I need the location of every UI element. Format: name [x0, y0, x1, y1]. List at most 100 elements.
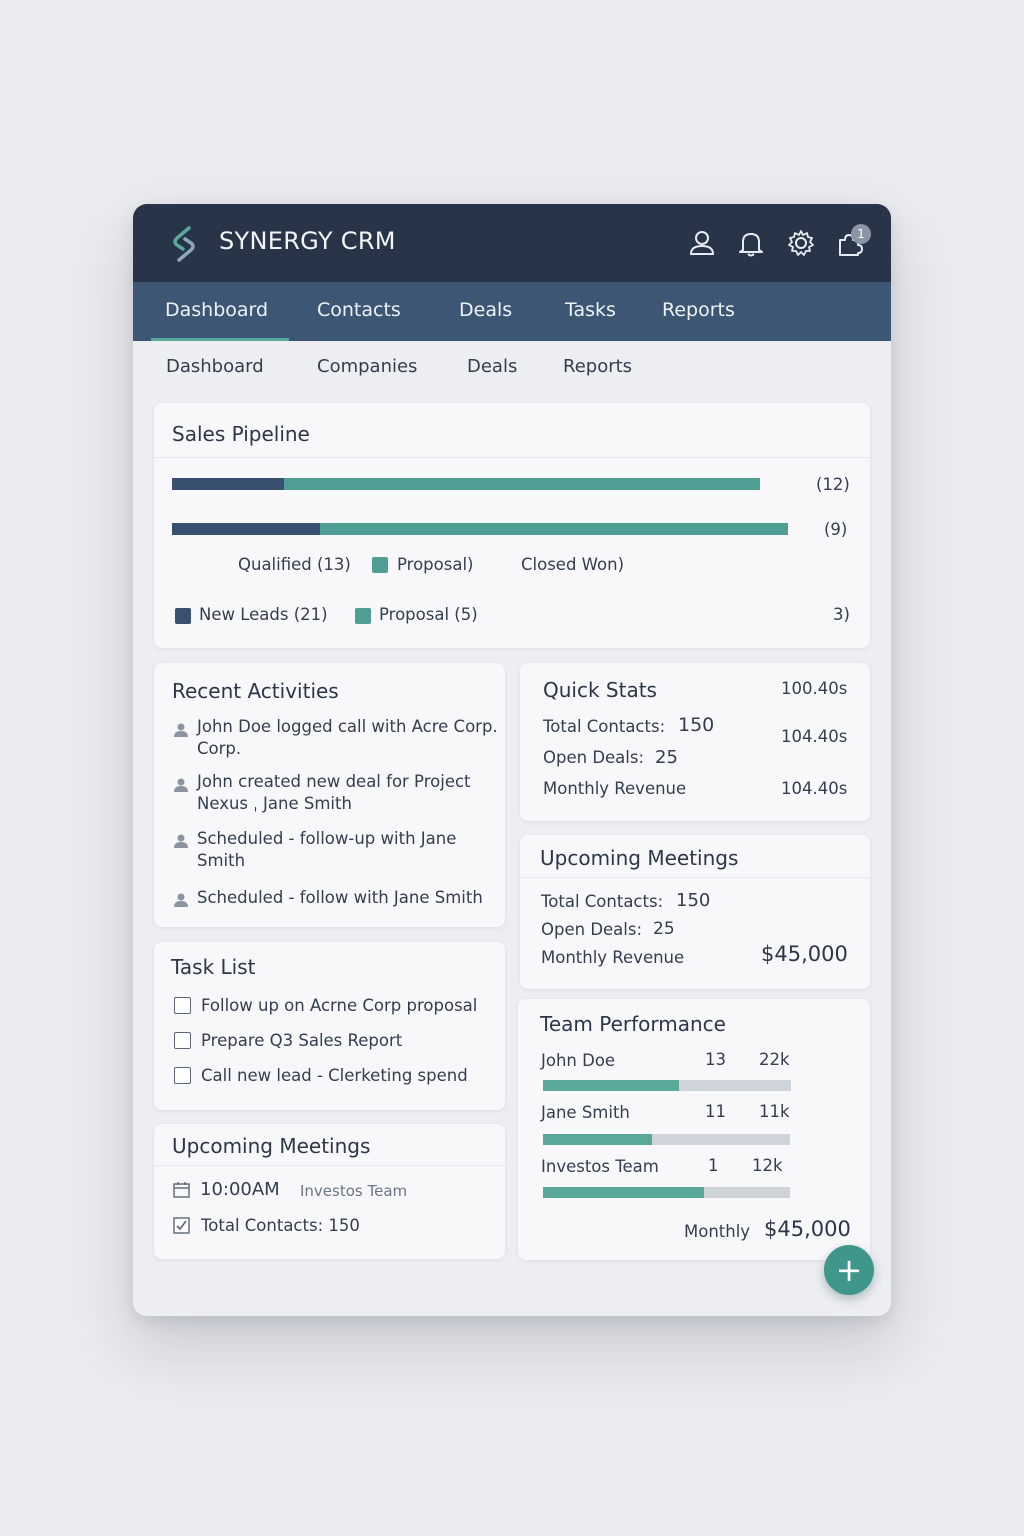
member-1-amount: 22k: [759, 1050, 790, 1069]
card-title: Recent Activities: [172, 679, 339, 703]
pipeline-bar-2-lead-segment: [172, 523, 320, 535]
meetings-total-contacts-value: 150: [676, 890, 711, 911]
activity-1-text-cont: Corp.: [197, 739, 242, 758]
activity-2-text[interactable]: John created new deal for Project: [197, 772, 471, 791]
tab-contacts[interactable]: Contacts: [317, 299, 401, 321]
member-2-progress-fill: [543, 1134, 652, 1145]
activity-1-text[interactable]: John Doe logged call with Acre Corp.: [197, 717, 498, 736]
member-2-deals: 11: [705, 1102, 726, 1121]
task-1-checkbox[interactable]: [174, 997, 191, 1014]
quick-stats-header-value: 100.40s: [781, 679, 848, 698]
activity-4-text[interactable]: Scheduled - follow with Jane Smith: [197, 888, 483, 907]
member-2-progress-track: [543, 1134, 790, 1145]
stat-open-deals-label: Open Deals:: [543, 748, 645, 767]
stat-total-contacts-label: Total Contacts:: [543, 717, 666, 736]
calendar-icon: [173, 1182, 190, 1198]
team-performance-card: Team Performance John Doe 13 22k Jane Sm…: [518, 999, 870, 1260]
pipeline-bar-2-count: (9): [824, 520, 848, 539]
card-title: Upcoming Meetings: [540, 846, 739, 870]
member-1-name[interactable]: John Doe: [541, 1051, 616, 1070]
tab-dashboard[interactable]: Dashboard: [165, 299, 269, 321]
pipeline-bar-1-count: (12): [816, 475, 850, 494]
member-2-amount: 11k: [759, 1102, 790, 1121]
user-avatar-icon: [174, 834, 188, 848]
task-list-card: Task List Follow up on Acrne Corp propos…: [154, 942, 505, 1110]
meeting-name: Investos Team: [300, 1182, 408, 1200]
tab-tasks[interactable]: Tasks: [565, 299, 616, 321]
meetings-monthly-revenue-value: $45,000: [761, 942, 848, 966]
tab-reports[interactable]: Reports: [662, 299, 735, 321]
legend-swatch-proposal: [372, 557, 388, 573]
card-title: Task List: [171, 955, 256, 979]
member-3-name[interactable]: Investos Team: [541, 1157, 659, 1176]
user-avatar-icon: [174, 723, 188, 737]
pipeline-bar-2[interactable]: [172, 523, 788, 535]
meetings-total-contacts-label: Total Contacts:: [541, 892, 664, 911]
divider: [154, 1165, 505, 1166]
legend-proposal: Proposal): [397, 555, 474, 574]
card-title: Upcoming Meetings: [172, 1134, 371, 1158]
legend-qualified: Qualified (13): [238, 555, 351, 574]
user-avatar-icon: [174, 778, 188, 792]
member-1-progress-fill: [543, 1080, 679, 1091]
team-footer-label: Monthly: [684, 1222, 751, 1241]
stat-total-contacts-right: 104.40s: [781, 727, 848, 746]
recent-activities-card: Recent Activities John Doe logged call w…: [154, 663, 505, 927]
active-tab-indicator: [151, 338, 289, 341]
sales-pipeline-card: Sales Pipeline (12) (9) Qualified (13) P…: [154, 403, 870, 648]
bell-icon[interactable]: [736, 228, 766, 258]
member-3-deals: 1: [708, 1156, 719, 1175]
legend-swatch-new-leads: [175, 608, 191, 624]
app-title: SYNERGY CRM: [219, 227, 396, 255]
member-3-progress-fill: [543, 1187, 704, 1198]
activity-3-text-cont: Smith: [197, 851, 246, 870]
tab-deals[interactable]: Deals: [459, 299, 513, 321]
card-title: Team Performance: [540, 1012, 726, 1036]
divider: [154, 457, 870, 458]
pipeline-bar-1-lead-segment: [172, 478, 284, 490]
activity-2-text-cont: Nexus ˌ Jane Smith: [197, 794, 352, 813]
task-3-label[interactable]: Call new lead - Clerketing spend: [201, 1066, 468, 1085]
subnav-deals[interactable]: Deals: [467, 356, 518, 377]
meeting-summary: Total Contacts: 150: [201, 1216, 360, 1235]
member-3-amount: 12k: [752, 1156, 783, 1175]
upcoming-meetings-stats-card: Upcoming Meetings Total Contacts: 150 Op…: [520, 835, 870, 989]
stat-open-deals-value: 25: [655, 747, 678, 768]
member-2-name[interactable]: Jane Smith: [541, 1103, 630, 1122]
task-2-label[interactable]: Prepare Q3 Sales Report: [201, 1031, 403, 1050]
stat-monthly-revenue-label: Monthly Revenue: [543, 779, 687, 798]
task-3-checkbox[interactable]: [174, 1067, 191, 1084]
user-profile-icon[interactable]: [687, 228, 717, 258]
meetings-open-deals-label: Open Deals:: [541, 920, 643, 939]
subnav-reports[interactable]: Reports: [563, 356, 633, 377]
add-fab-button[interactable]: +: [824, 1245, 874, 1295]
team-footer-value: $45,000: [764, 1217, 851, 1241]
task-1-label[interactable]: Follow up on Acrne Corp proposal: [201, 996, 478, 1015]
meeting-time[interactable]: 10:00AM: [200, 1179, 280, 1200]
main-nav: Dashboard Contacts Deals Tasks Reports: [133, 282, 891, 341]
card-title: Quick Stats: [543, 678, 657, 702]
legend-swatch-proposal-2: [355, 608, 371, 624]
pipeline-bar-1[interactable]: [172, 478, 760, 490]
subnav-companies[interactable]: Companies: [317, 356, 418, 377]
legend-new-leads: New Leads (21): [199, 605, 328, 624]
subnav-dashboard[interactable]: Dashboard: [166, 356, 264, 377]
upcoming-meetings-card: Upcoming Meetings 10:00AM Investos Team …: [154, 1124, 505, 1259]
meetings-open-deals-value: 25: [653, 919, 675, 939]
settings-gear-icon[interactable]: [786, 228, 816, 258]
meetings-monthly-revenue-label: Monthly Revenue: [541, 948, 685, 967]
divider: [520, 877, 870, 878]
stat-monthly-revenue-right: 104.40s: [781, 779, 848, 798]
checked-checkbox-icon[interactable]: [173, 1217, 190, 1234]
app-window: SYNERGY CRM 1 Dashboard Contacts Deals T…: [133, 204, 891, 1316]
member-1-deals: 13: [705, 1050, 726, 1069]
notification-badge: 1: [851, 224, 871, 244]
task-2-checkbox[interactable]: [174, 1032, 191, 1049]
title-bar: SYNERGY CRM 1: [133, 204, 891, 282]
legend-extra-count: 3): [833, 605, 850, 624]
activity-3-text[interactable]: Scheduled - follow-up with Jane: [197, 829, 457, 848]
synergy-logo-icon: [173, 226, 195, 262]
puzzle-extension-icon[interactable]: [835, 228, 865, 258]
legend-proposal-2: Proposal (5): [379, 605, 478, 624]
stat-total-contacts-value: 150: [678, 714, 715, 736]
